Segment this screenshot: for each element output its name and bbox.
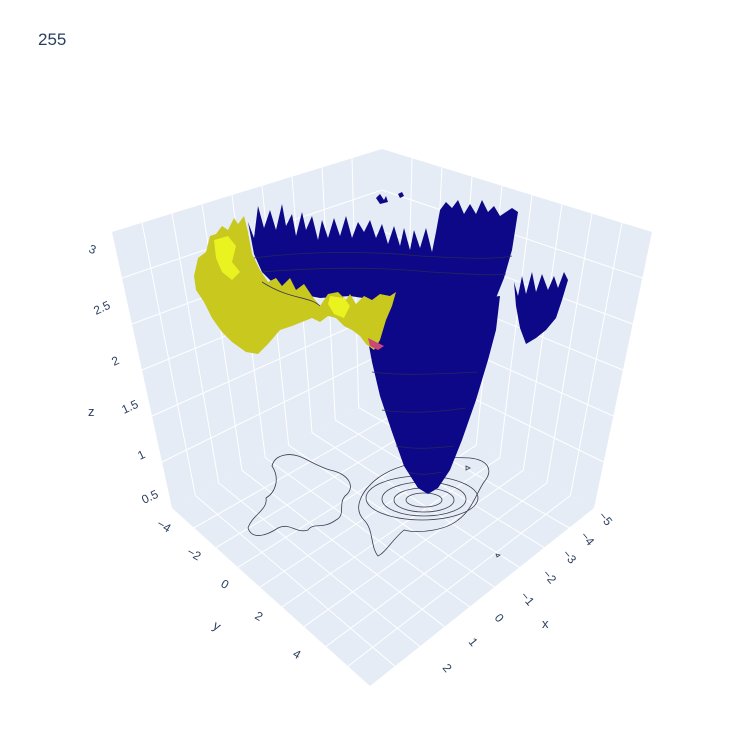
x-tick-label: −3 xyxy=(560,547,580,567)
y-tick-label: 4 xyxy=(291,646,304,662)
surface-navy-right-patch xyxy=(514,272,568,344)
surface-yellow xyxy=(194,216,396,354)
grid-line xyxy=(522,204,563,471)
y-tick-label: 2 xyxy=(253,608,266,624)
surface-navy-spike-a xyxy=(376,194,388,204)
grid-line xyxy=(281,457,501,608)
contour-small-mark xyxy=(465,465,471,471)
surface-yellow-highlight-1 xyxy=(214,236,240,280)
grid-line xyxy=(569,222,623,496)
scene[interactable] xyxy=(112,149,652,686)
grid-line xyxy=(241,469,445,628)
z-axis-title: z xyxy=(88,404,95,419)
grid-line xyxy=(311,432,520,568)
y-axis-title: y xyxy=(211,618,225,634)
surface-yellow-highlight-2 xyxy=(328,296,350,318)
grid-line xyxy=(265,457,470,608)
y-tick-label: 0 xyxy=(219,576,232,592)
z-axis: 3 2.5 2 1.5 1 0.5 z xyxy=(87,242,161,507)
surface-contours xyxy=(253,251,513,475)
contour-tiny-mark xyxy=(495,553,501,558)
x-tick-label: 2 xyxy=(440,661,455,675)
x-tick-label: −5 xyxy=(596,509,616,529)
contour-right-outer xyxy=(358,457,490,557)
y-tick-label: −4 xyxy=(155,516,174,535)
x-tick-label: 1 xyxy=(466,635,481,649)
grid-line xyxy=(193,407,406,529)
x-tick-label: −2 xyxy=(540,567,560,587)
surface-magenta-edge xyxy=(368,338,384,350)
contour-left-blob xyxy=(247,454,351,536)
surface-navy-well xyxy=(362,292,500,494)
contour-ring-4 xyxy=(405,492,443,508)
z-tick-label: 3 xyxy=(87,242,98,258)
z-tick-label: 2 xyxy=(109,353,121,369)
grid-line xyxy=(141,222,196,496)
x-tick-label: 0 xyxy=(492,611,507,625)
x-tick-label: −4 xyxy=(578,529,598,549)
chart-title: 255 xyxy=(38,30,66,49)
x-tick-label: −1 xyxy=(518,589,538,609)
grid-line xyxy=(215,419,430,548)
grid-line xyxy=(151,312,383,417)
z-tick-label: 1 xyxy=(135,447,147,463)
grid-line xyxy=(161,353,383,463)
x-axis-title: x xyxy=(542,616,549,631)
grid-line xyxy=(195,495,396,667)
surface-navy-spike-b xyxy=(398,192,404,198)
grid-line xyxy=(325,482,548,647)
grid-line xyxy=(499,195,533,458)
z-tick-label: 2.5 xyxy=(91,298,112,318)
y-tick-label: −2 xyxy=(185,544,204,563)
surface[interactable] xyxy=(194,192,568,494)
grid-line xyxy=(347,495,571,667)
grid-line xyxy=(303,469,524,628)
z-tick-label: 0.5 xyxy=(139,487,160,507)
grid-line xyxy=(546,213,593,483)
grid-line xyxy=(171,213,220,483)
grid-line xyxy=(218,482,421,647)
z-tick-label: 1.5 xyxy=(119,397,140,417)
